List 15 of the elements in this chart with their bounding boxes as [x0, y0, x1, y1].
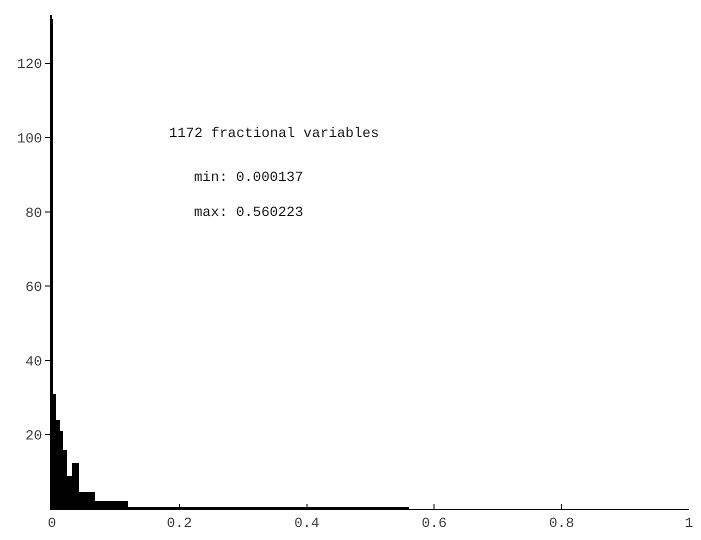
x-tick-label: 0.4 — [294, 516, 320, 532]
y-tick-label: 20 — [25, 428, 42, 445]
y-tick-label: 100 — [16, 131, 42, 148]
annotation: 1172 fractional variables — [169, 126, 380, 142]
y-tick-label: 80 — [25, 206, 42, 222]
annotation: max: 0.560223 — [194, 205, 304, 221]
x-tick-label: 0 — [48, 516, 56, 532]
annotation: min: 0.000137 — [194, 170, 304, 186]
x-tick-label: 1 — [684, 516, 694, 532]
x-tick-label: 0.8 — [548, 516, 574, 532]
x-tick-label: 0.6 — [422, 516, 447, 532]
y-tick-label: 60 — [25, 280, 42, 296]
x-tick-label: 0.2 — [166, 516, 192, 532]
y-tick-label: 40 — [25, 354, 42, 370]
y-tick-label: 120 — [16, 57, 42, 74]
